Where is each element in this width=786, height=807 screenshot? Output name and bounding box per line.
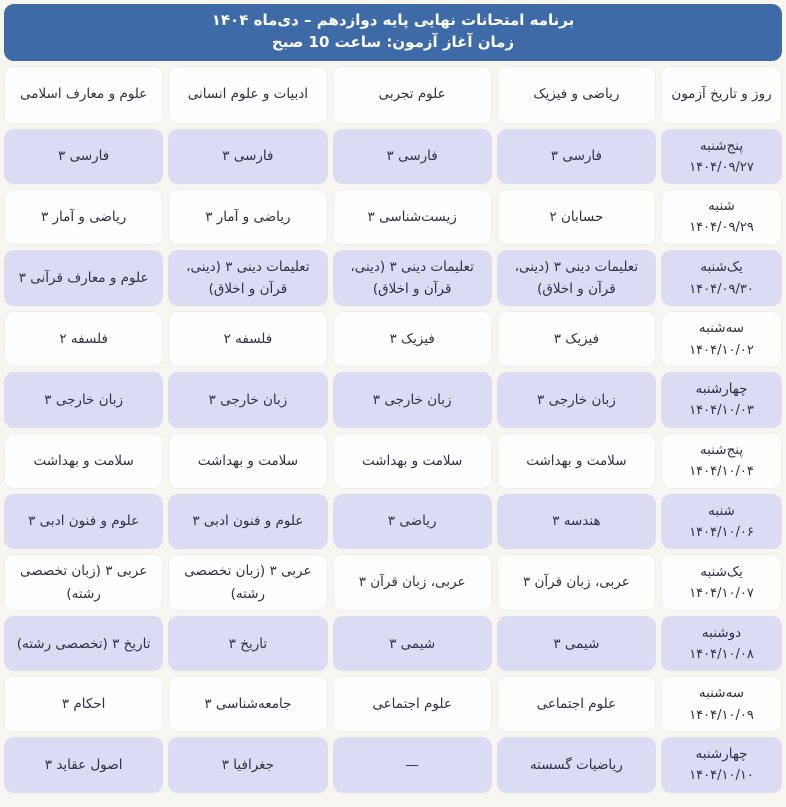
date-cell: سه‌شنبه ۱۴۰۴/۱۰/۰۲ xyxy=(661,311,782,368)
day-name: چهارشنبه xyxy=(695,381,748,398)
date-cell: شنبه ۱۴۰۴/۰۹/۲۹ xyxy=(661,189,782,245)
subject-cell: عربی، زبان قرآن ۳ xyxy=(496,554,656,611)
subject-cell: زبان خارجی ۳ xyxy=(168,372,328,428)
day-name: پنج‌شنبه xyxy=(699,137,744,154)
subject-cell: سلامت و بهداشت xyxy=(496,432,656,489)
date-value: ۱۴۰۴/۱۰/۰۳ xyxy=(689,403,754,419)
date-cell: یک‌شنبه ۱۴۰۴/۰۹/۳۰ xyxy=(661,249,782,307)
date-cell: یک‌شنبه ۱۴۰۴/۱۰/۰۷ xyxy=(661,554,782,611)
subject-cell: تعلیمات دینی ۳ (دینی، قرآن و اخلاق) xyxy=(168,249,328,307)
subject-cell: علوم اجتماعی xyxy=(496,676,656,733)
date-cell: سه‌شنبه ۱۴۰۴/۱۰/۰۹ xyxy=(661,676,782,733)
subject-cell: شیمی ۳ xyxy=(332,615,492,672)
subject-cell: فلسفه ۲ xyxy=(4,311,164,368)
day-name: پنج‌شنبه xyxy=(699,441,744,458)
subject-cell: تاریخ ۳ (تخصصی رشته) xyxy=(4,615,164,672)
date-value: ۱۴۰۴/۱۰/۱۰ xyxy=(689,768,754,784)
date-value: ۱۴۰۴/۱۰/۰۷ xyxy=(689,585,754,601)
subject-cell: ریاضی و آمار ۳ xyxy=(168,189,328,245)
subject-cell: عربی، زبان قرآن ۳ xyxy=(332,554,492,611)
date-cell: دوشنبه ۱۴۰۴/۱۰/۰۸ xyxy=(661,615,782,672)
day-name: شنبه xyxy=(708,502,735,519)
day-name: یک‌شنبه xyxy=(700,563,743,580)
date-value: ۱۴۰۴/۱۰/۰۲ xyxy=(689,342,754,358)
subject-cell: ریاضی و آمار ۳ xyxy=(4,189,164,245)
day-name: یک‌شنبه xyxy=(700,259,743,276)
subject-cell: سلامت و بهداشت xyxy=(332,432,492,489)
date-value: ۱۴۰۴/۰۹/۳۰ xyxy=(689,281,754,297)
subject-cell: زبان خارجی ۳ xyxy=(496,372,656,428)
subject-cell: علوم و فنون ادبی ۳ xyxy=(4,493,164,550)
subject-cell: تعلیمات دینی ۳ (دینی، قرآن و اخلاق) xyxy=(496,249,656,307)
subject-cell: علوم و فنون ادبی ۳ xyxy=(168,493,328,550)
schedule-title: برنامه امتحانات نهایی پایه دوازدهم – دی‌… xyxy=(211,11,575,29)
day-name: دوشنبه xyxy=(701,624,742,641)
column-header-track: ریاضی و فیزیک xyxy=(496,65,656,124)
schedule-banner: برنامه امتحانات نهایی پایه دوازدهم – دی‌… xyxy=(4,4,782,61)
subject-cell: فارسی ۳ xyxy=(332,128,492,185)
subject-cell: سلامت و بهداشت xyxy=(168,432,328,489)
subject-cell: تعلیمات دینی ۳ (دینی، قرآن و اخلاق) xyxy=(332,249,492,307)
day-name: چهارشنبه xyxy=(695,746,748,763)
subject-cell: اصول عقاید ۳ xyxy=(4,737,164,793)
day-name: شنبه xyxy=(708,198,735,215)
subject-cell: احکام ۳ xyxy=(4,676,164,733)
date-cell: چهارشنبه ۱۴۰۴/۱۰/۰۳ xyxy=(661,372,782,428)
subject-cell: زبان خارجی ۳ xyxy=(332,372,492,428)
subject-cell: سلامت و بهداشت xyxy=(4,432,164,489)
subject-cell: علوم اجتماعی xyxy=(332,676,492,733)
subject-cell: حسابان ۲ xyxy=(496,189,656,245)
column-header-track: علوم تجربی xyxy=(332,65,492,124)
date-value: ۱۴۰۴/۱۰/۰۴ xyxy=(689,464,754,480)
schedule-start-time: زمان آغاز آزمون: ساعت 10 صبح xyxy=(271,32,515,51)
subject-cell: شیمی ۳ xyxy=(496,615,656,672)
subject-cell: عربی ۳ (زبان تخصصی رشته) xyxy=(168,554,328,611)
subject-cell: فیزیک ۳ xyxy=(332,311,492,368)
date-value: ۱۴۰۴/۱۰/۰۸ xyxy=(689,647,754,663)
subject-cell: زبان خارجی ۳ xyxy=(4,372,164,428)
date-value: ۱۴۰۴/۰۹/۲۹ xyxy=(689,220,754,236)
subject-cell: فارسی ۳ xyxy=(496,128,656,185)
day-name: سه‌شنبه xyxy=(698,320,745,337)
column-header-date: روز و تاریخ آزمون xyxy=(661,65,782,124)
date-cell: پنج‌شنبه ۱۴۰۴/۱۰/۰۴ xyxy=(661,432,782,489)
date-cell: پنج‌شنبه ۱۴۰۴/۰۹/۲۷ xyxy=(661,128,782,185)
column-header-track: ادبیات و علوم انسانی xyxy=(168,65,328,124)
subject-cell: هندسه ۳ xyxy=(496,493,656,550)
subject-cell: زیست‌شناسی ۳ xyxy=(332,189,492,245)
subject-cell: فارسی ۳ xyxy=(168,128,328,185)
subject-cell: ریاضی ۳ xyxy=(332,493,492,550)
subject-cell: فلسفه ۲ xyxy=(168,311,328,368)
column-header-track: علوم و معارف اسلامی xyxy=(4,65,164,124)
subject-cell: تاریخ ۳ xyxy=(168,615,328,672)
subject-cell: فیزیک ۳ xyxy=(496,311,656,368)
subject-cell: عربی ۳ (زبان تخصصی رشته) xyxy=(4,554,164,611)
date-value: ۱۴۰۴/۰۹/۲۷ xyxy=(689,159,754,175)
subject-cell: — xyxy=(332,737,492,793)
subject-cell: فارسی ۳ xyxy=(4,128,164,185)
date-value: ۱۴۰۴/۱۰/۰۹ xyxy=(689,707,754,723)
subject-cell: جغرافیا ۳ xyxy=(168,737,328,793)
day-name: سه‌شنبه xyxy=(698,685,745,702)
date-cell: چهارشنبه ۱۴۰۴/۱۰/۱۰ xyxy=(661,737,782,793)
subject-cell: ریاضیات گسسته xyxy=(496,737,656,793)
subject-cell: علوم و معارف قرآنی ۳ xyxy=(4,249,164,307)
subject-cell: جامعه‌شناسی ۳ xyxy=(168,676,328,733)
exam-schedule-table: روز و تاریخ آزمون ریاضی و فیزیک علوم تجربی… xyxy=(4,65,782,793)
date-value: ۱۴۰۴/۱۰/۰۶ xyxy=(689,524,754,540)
date-cell: شنبه ۱۴۰۴/۱۰/۰۶ xyxy=(661,493,782,550)
